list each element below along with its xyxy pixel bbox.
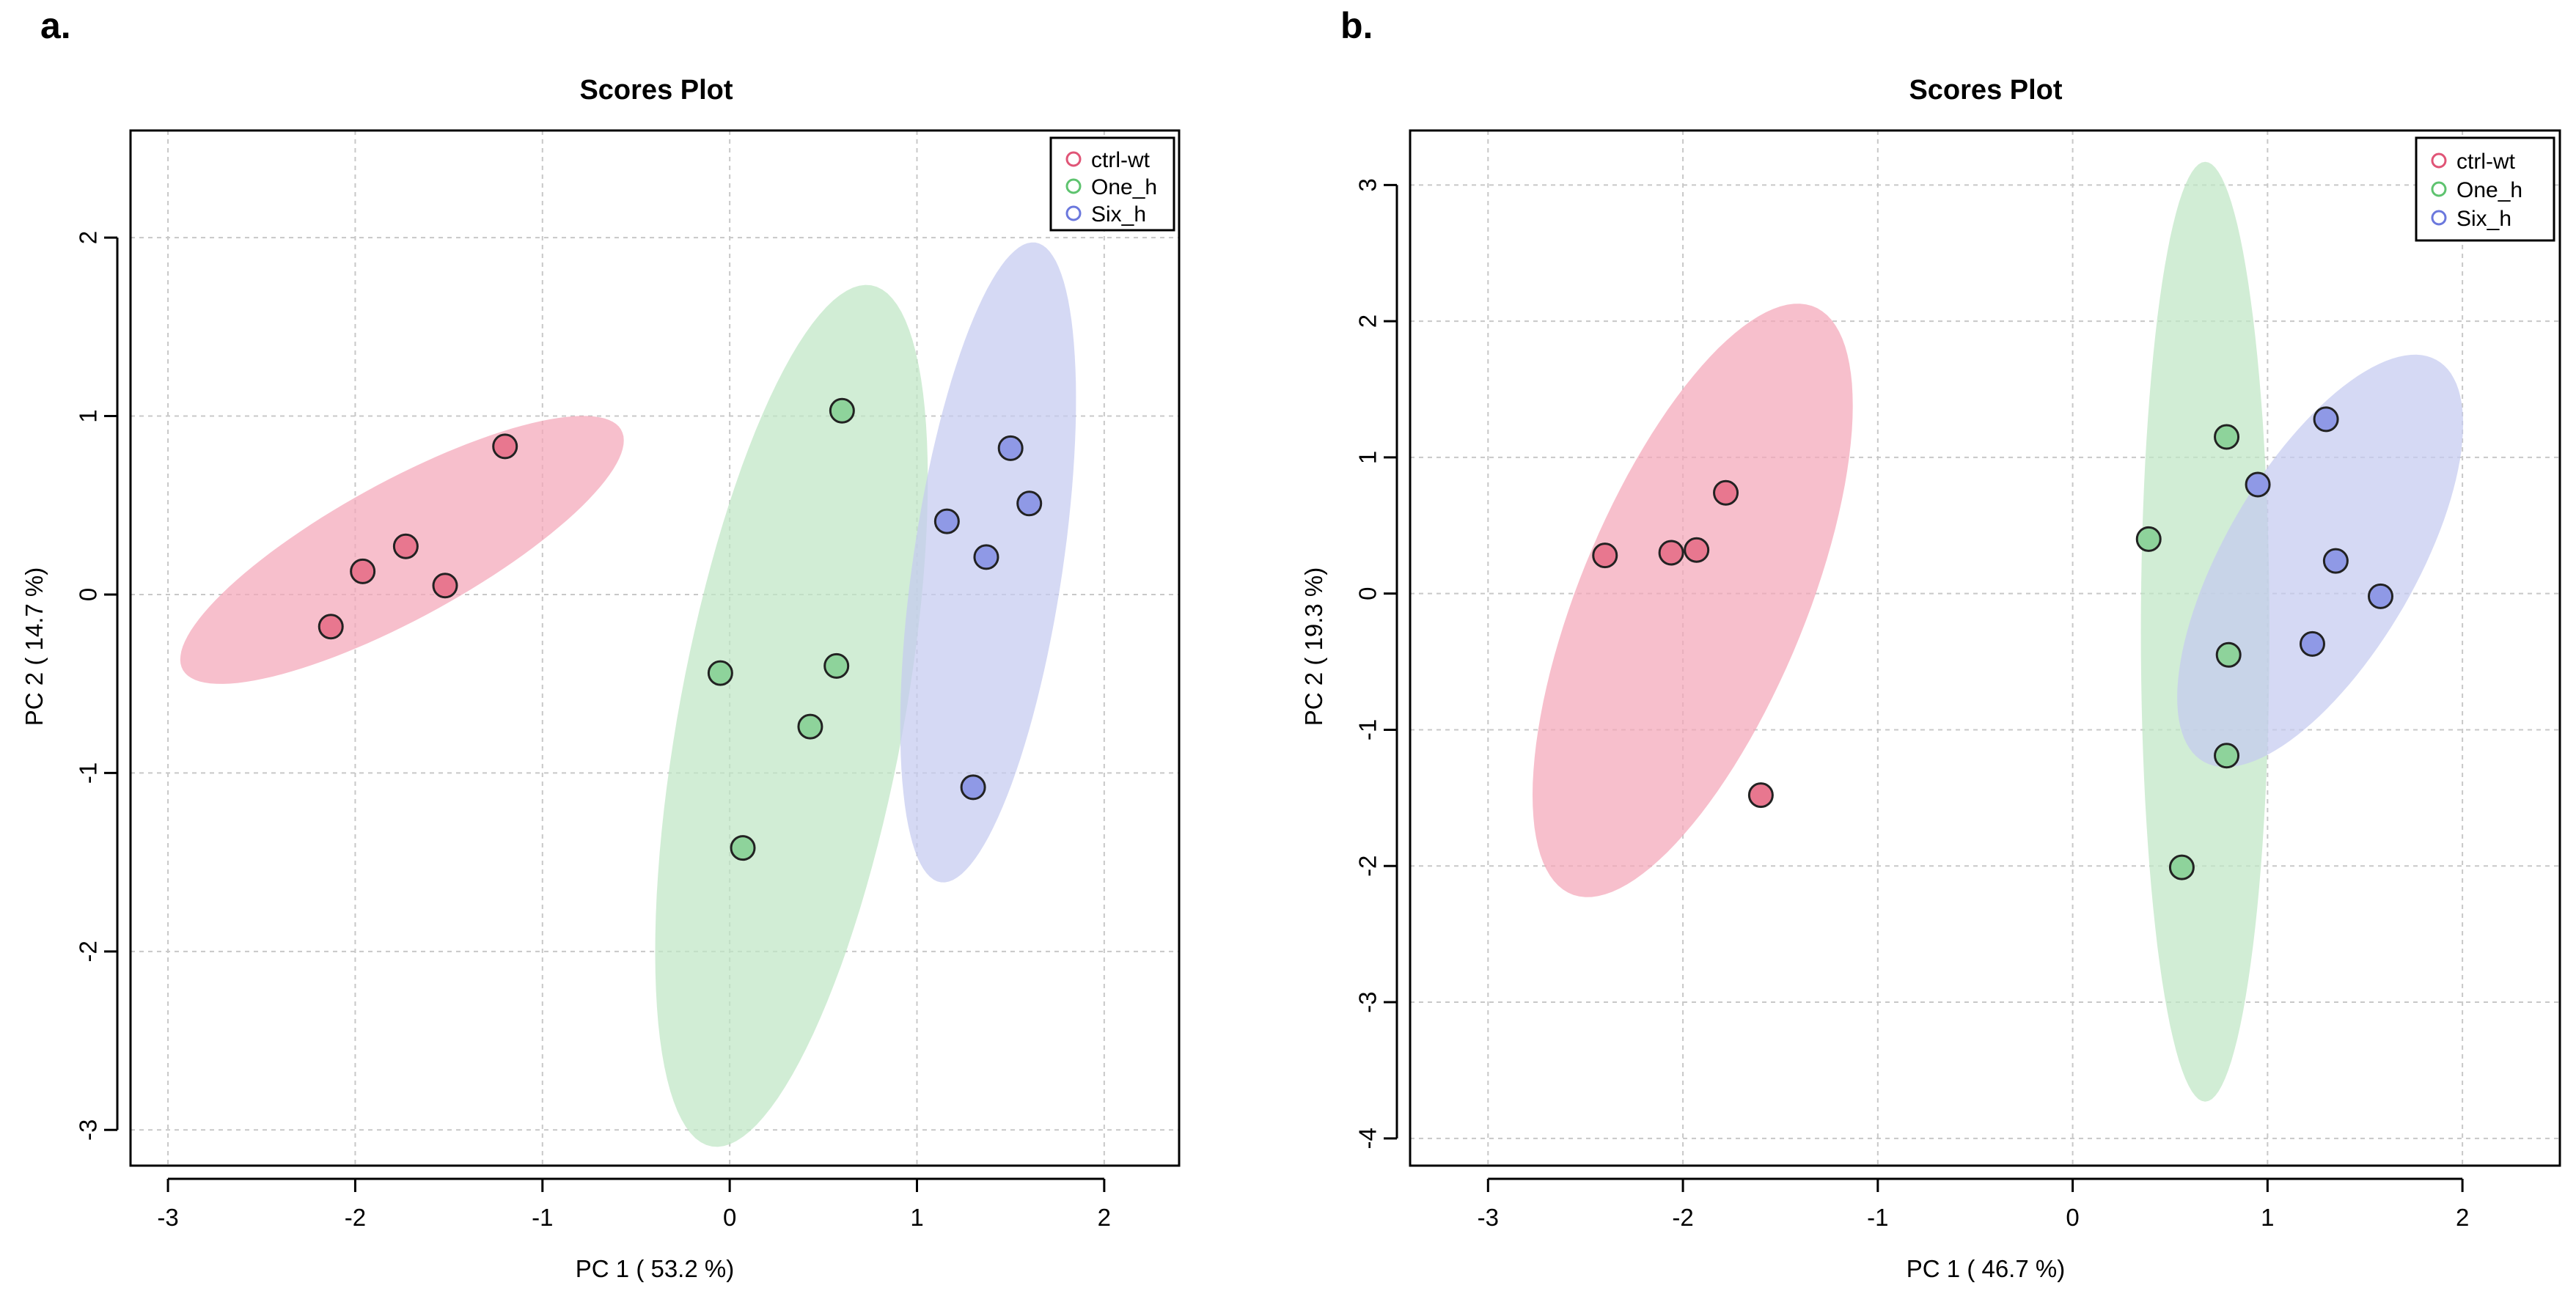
panel-a-y-axis: -3 -2 -1 0 1 2: [75, 231, 119, 1141]
panel-a-legend: ctrl-wt One_h Six_h: [1049, 136, 1175, 232]
panel-b-x-tick-label: -2: [1672, 1204, 1693, 1231]
panel-a-x-axis-label: PC 1 ( 53.2 %): [576, 1255, 734, 1282]
panel-a-y-tick-label: 1: [75, 409, 102, 422]
panel-a-x-axis: -3 -2 -1 0 1 2: [157, 1177, 1111, 1231]
panel-b-point-ctrl-wt: [1713, 479, 1739, 506]
panel-b-point-six-h: [2313, 406, 2339, 433]
panel-b-legend-key-ctrl-wt: [2431, 152, 2447, 169]
panel-a-point-six-h: [933, 508, 960, 534]
panel-b-point-ctrl-wt: [1684, 537, 1710, 563]
panel-b-label: b.: [1340, 5, 1373, 46]
panel-b-grid: [1410, 130, 2560, 1166]
panel-b-x-tick-label: 1: [2261, 1204, 2274, 1231]
panel-b-y-tick-label: 2: [1354, 315, 1381, 328]
panel-b-y-tick-label: 1: [1354, 451, 1381, 464]
panel-a-x-tick-label: 2: [1098, 1204, 1111, 1231]
panel-a-title: Scores Plot: [579, 75, 733, 106]
panel-a-point-ctrl-wt: [492, 433, 518, 460]
panel-b-x-tick-label: 0: [2066, 1204, 2079, 1231]
panel-b-point-one-h: [2215, 641, 2242, 668]
panel-b-y-tick-label: 3: [1354, 178, 1381, 191]
panel-a-points: [318, 397, 1043, 861]
panel-b-point-six-h: [2367, 583, 2393, 609]
panel-b-ellipse-ctrl-wt: [1533, 304, 1853, 897]
panel-a-point-six-h: [973, 544, 999, 570]
panel-b-x-axis-label: PC 1 ( 46.7 %): [1907, 1255, 2065, 1282]
panel-a-y-tick-label: -3: [75, 1119, 102, 1141]
panel-b-point-one-h: [2214, 424, 2240, 450]
panel-a-point-one-h: [829, 397, 855, 424]
panel-b-y-tick-label: -3: [1354, 991, 1381, 1012]
panel-a-label: a.: [40, 5, 71, 46]
panel-b-legend-key-six-h: [2431, 210, 2447, 226]
panel-a-point-one-h: [797, 713, 823, 740]
panel-b-plot-frame: [1409, 129, 2561, 1167]
panel-b-point-one-h: [2168, 854, 2195, 880]
panel-a-point-ctrl-wt: [432, 573, 458, 599]
panel-b-y-axis: -4 -3 -2 -1 0 1 2 3: [1354, 178, 1398, 1150]
panel-a-point-ctrl-wt: [392, 533, 419, 559]
panel-a-y-tick-label: 2: [75, 231, 102, 244]
panel-b-y-tick-label: 0: [1354, 587, 1381, 600]
panel-b-legend-label-one-h: One_h: [2456, 178, 2522, 202]
panel-b-point-ctrl-wt: [1592, 542, 1618, 569]
panel-b-y-tick-label: -1: [1354, 719, 1381, 740]
panel-a-point-six-h: [1016, 490, 1043, 517]
panel-a-x-tick-label: -3: [157, 1204, 178, 1231]
panel-b-point-ctrl-wt: [1747, 782, 1774, 809]
panel-a-point-one-h: [823, 652, 850, 679]
panel-a-ellipse-one-h: [655, 284, 928, 1147]
panel-b-point-one-h: [2135, 526, 2162, 552]
panel-b-x-tick-label: 2: [2456, 1204, 2469, 1231]
panel-b-point-ctrl-wt: [1658, 540, 1684, 566]
panel-b-point-one-h: [2214, 743, 2240, 769]
panel-b-title: Scores Plot: [1909, 75, 2062, 106]
panel-b-y-tick-label: -4: [1354, 1128, 1381, 1149]
panel-b-legend: ctrl-wt One_h Six_h: [2415, 136, 2555, 242]
panel-a-y-tick-label: -2: [75, 941, 102, 962]
panel-b-legend-key-one-h: [2431, 181, 2447, 197]
panel-a-point-one-h: [707, 660, 733, 686]
panel-b-points: [1592, 406, 2393, 880]
panel-a-legend-label-one-h: One_h: [1091, 175, 1157, 199]
panel-a-y-tick-label: -1: [75, 762, 102, 784]
panel-a-x-tick-label: 0: [723, 1204, 736, 1231]
panel-a-point-ctrl-wt: [318, 614, 344, 640]
panel-a-plot-frame: [129, 129, 1181, 1167]
panel-a-x-tick-label: -1: [532, 1204, 553, 1231]
panel-a-point-six-h: [960, 774, 986, 801]
panel-a-legend-key-ctrl-wt: [1065, 151, 1082, 167]
panel-a-legend-key-one-h: [1065, 178, 1082, 194]
panel-b-x-axis: -3 -2 -1 0 1 2: [1478, 1177, 2469, 1231]
panel-b: b. Scores Plot -3 -2 -1 0 1 2 -4 -3 -2 -1 0 1 2 3 PC…: [1300, 5, 2561, 1282]
panel-b-legend-label-ctrl-wt: ctrl-wt: [2456, 150, 2516, 174]
panel-a-point-six-h: [997, 435, 1024, 461]
panel-b-y-axis-label: PC 2 ( 19.3 %): [1300, 567, 1327, 726]
panel-b-legend-label-six-h: Six_h: [2456, 207, 2511, 231]
panel-a-legend-label-ctrl-wt: ctrl-wt: [1091, 148, 1151, 172]
panel-b-y-tick-label: -2: [1354, 856, 1381, 877]
panel-a-y-axis-label: PC 2 ( 14.7 %): [21, 567, 48, 726]
panel-a-legend-key-six-h: [1065, 205, 1082, 221]
panel-a-point-ctrl-wt: [350, 558, 376, 584]
panel-a-x-tick-label: 1: [910, 1204, 923, 1231]
panel-b-point-six-h: [2245, 471, 2271, 498]
panel-a-y-tick-label: 0: [75, 588, 102, 601]
panel-b-point-six-h: [2322, 548, 2349, 574]
panel-a-x-tick-label: -2: [345, 1204, 366, 1231]
panel-a: a. Scores Plot -3 -2 -1 0 1 2 -3 -2 -1 0 1 2 PC 1 …: [21, 5, 1181, 1282]
panel-b-x-tick-label: -1: [1867, 1204, 1888, 1231]
panel-b-point-six-h: [2299, 630, 2325, 657]
panel-b-ellipse-six-h: [2177, 354, 2464, 768]
panel-b-x-tick-label: -3: [1478, 1204, 1499, 1231]
panel-a-point-one-h: [730, 835, 756, 861]
panel-a-legend-label-six-h: Six_h: [1091, 202, 1146, 227]
